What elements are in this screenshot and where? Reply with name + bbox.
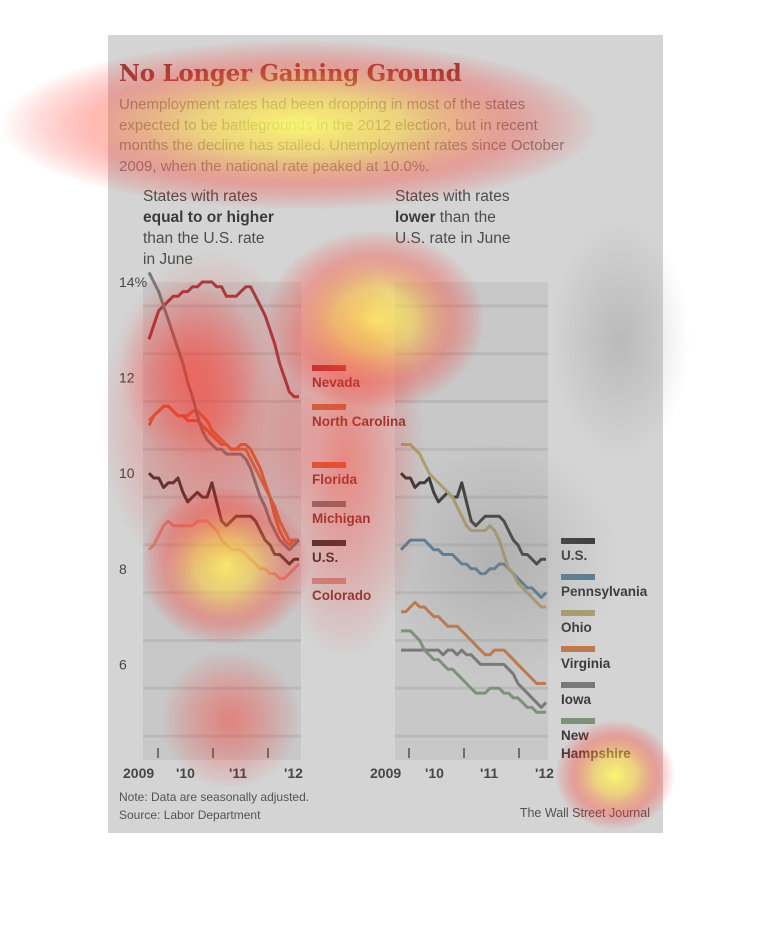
legend-swatch <box>561 646 595 652</box>
legend-swatch <box>312 365 346 371</box>
left-heading-line1: States with rates <box>143 188 258 205</box>
y-tick-label: 6 <box>119 656 127 672</box>
left-heading-line4: in June <box>143 251 193 268</box>
chart-subtitle: Unemployment rates had been dropping in … <box>119 96 565 175</box>
source-text: Source: Labor Department <box>119 808 261 822</box>
y-tick-label: 8 <box>119 561 127 577</box>
left-heading-line3: than the U.S. rate <box>143 230 265 247</box>
chart-title: No Longer Gaining Ground <box>119 60 462 87</box>
left-heading-bold: equal to or higher <box>143 209 274 226</box>
legend-label: Virginia <box>561 656 611 671</box>
legend-swatch <box>312 578 346 584</box>
x-tick-label: '11 <box>480 765 498 781</box>
legend-label: New Hampshire <box>561 728 631 761</box>
legend-swatch <box>312 501 346 507</box>
legend-label: Nevada <box>312 375 361 390</box>
legend-label: Florida <box>312 472 358 487</box>
legend-swatch <box>312 540 346 546</box>
y-tick-label: 12 <box>119 370 135 386</box>
legend-label: Michigan <box>312 511 371 526</box>
legend-swatch <box>561 682 595 688</box>
legend-label: Ohio <box>561 620 592 635</box>
legend-label: North Carolina <box>312 414 406 429</box>
y-tick-label: 10 <box>119 465 135 481</box>
left-panel-heading: States with rates equal to or higher tha… <box>143 186 274 270</box>
x-tick-label: '11 <box>229 765 247 781</box>
legend-swatch <box>312 462 346 468</box>
x-tick-label: 2009 <box>123 765 154 781</box>
legend-swatch <box>561 718 595 724</box>
legend-swatch <box>561 610 595 616</box>
x-tick-label: '10 <box>425 765 444 781</box>
x-tick-label: 2009 <box>370 765 401 781</box>
x-tick-label: '12 <box>284 765 303 781</box>
note-text: Note: Data are seasonally adjusted. <box>119 790 310 804</box>
footnote: Note: Data are seasonally adjusted. Sour… <box>119 788 309 824</box>
legend-swatch <box>561 574 595 580</box>
right-heading-line2: lower than the <box>395 209 496 226</box>
legend-label: Colorado <box>312 588 372 603</box>
legend-swatch <box>561 538 595 544</box>
x-tick-label: '10 <box>176 765 195 781</box>
legend-label: U.S. <box>312 550 339 565</box>
right-panel-heading: States with rates lower than the U.S. ra… <box>395 186 510 249</box>
publisher-credit: The Wall Street Journal <box>519 806 650 820</box>
legend-label: Pennsylvania <box>561 584 648 599</box>
x-tick-label: '12 <box>535 765 554 781</box>
right-heading-line3: U.S. rate in June <box>395 230 511 247</box>
legend-swatch <box>312 404 346 410</box>
legend-label: U.S. <box>561 548 588 563</box>
y-tick-label: 14% <box>119 274 147 290</box>
legend-label: Iowa <box>561 692 592 707</box>
right-heading-line1: States with rates <box>395 188 510 205</box>
